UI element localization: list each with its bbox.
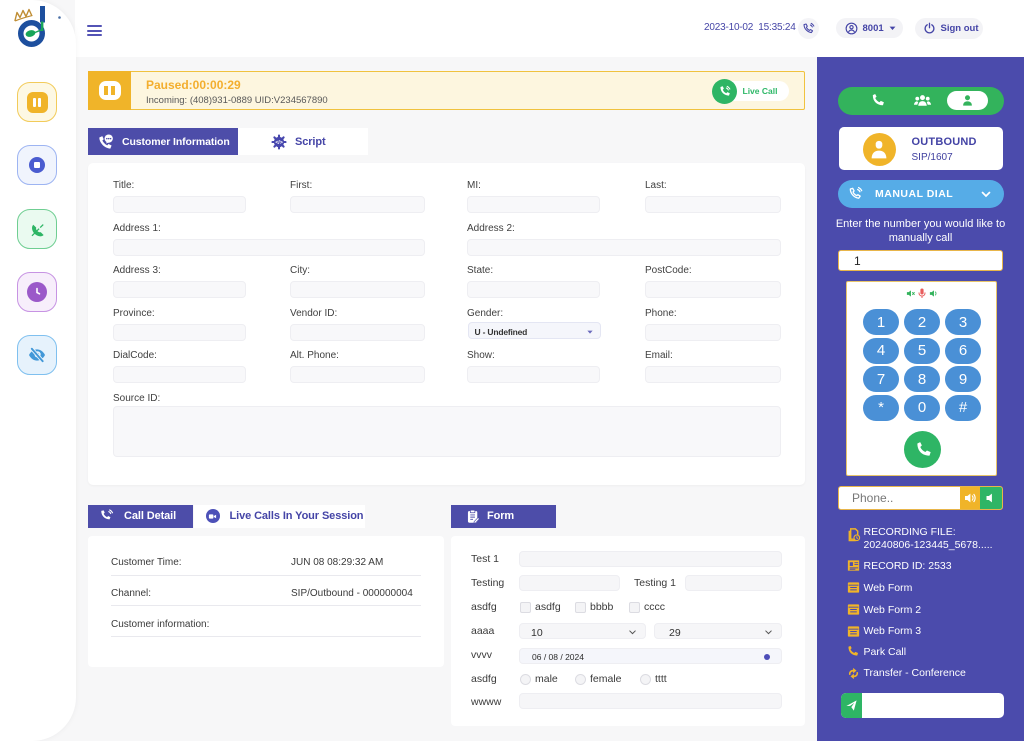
svg-text:</>: </> bbox=[275, 139, 282, 145]
